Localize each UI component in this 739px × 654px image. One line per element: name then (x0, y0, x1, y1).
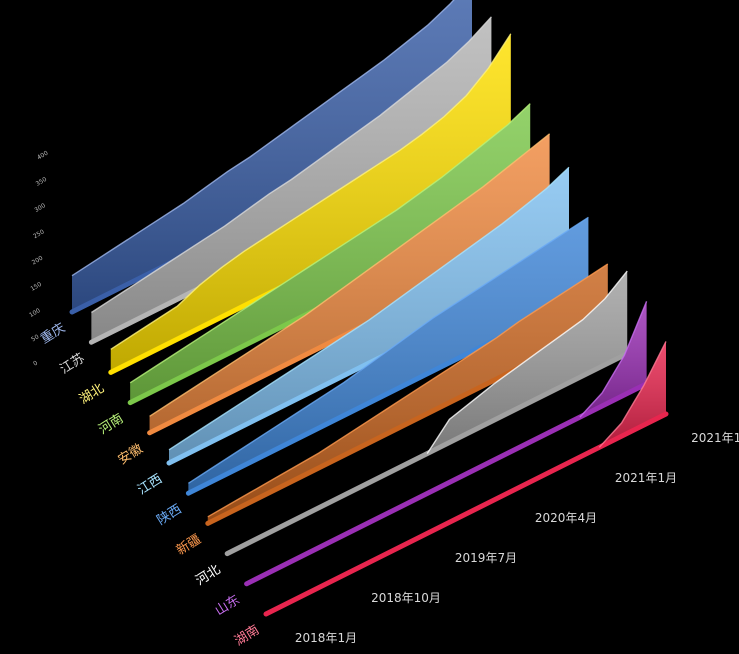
category-label: 湖南 (232, 622, 263, 649)
ribbon-top-edge (71, 0, 455, 277)
ribbon-shade (110, 33, 511, 373)
time-tick-label: 2018年1月 (295, 631, 357, 645)
category-label: 新疆 (173, 531, 204, 558)
ribbon-shade (149, 133, 550, 433)
ribbon-top-edge (579, 301, 648, 418)
time-axis: 2018年1月 2018年10月 2019年7月 2020年4月 2021年1月 2021… (295, 431, 739, 645)
time-tick-label: 2019年7月 (455, 551, 517, 565)
value-tick-label: 0 (32, 360, 39, 368)
value-tick-label: 200 (31, 255, 45, 267)
ribbon-top-edge (168, 166, 570, 451)
category-label: 河北 (193, 562, 223, 589)
ribbon-series-group (69, 0, 669, 617)
time-tick-label: 2021年10月 (691, 431, 739, 445)
category-label: 山东 (213, 592, 243, 619)
ribbon-shade (169, 167, 569, 464)
time-tick-label: 2018年10月 (371, 591, 441, 605)
time-tick-label: 2021年1月 (615, 471, 677, 485)
ribbon-baseline (263, 411, 669, 617)
category-label: 重庆 (38, 320, 69, 347)
category-label: 安徽 (116, 441, 146, 468)
category-label: 江西 (135, 472, 165, 499)
category-label: 湖北 (77, 381, 107, 408)
ribbon-top-edge (91, 16, 492, 314)
time-tick-label: 2020年4月 (535, 511, 597, 525)
ribbon-top-edge (207, 263, 609, 518)
ribbon-shade (579, 301, 647, 418)
ribbon-shade (72, 0, 472, 312)
series-ribbon-11 (263, 341, 669, 617)
value-tick-label: 250 (32, 228, 46, 240)
category-label: 河南 (96, 410, 127, 437)
ribbon-top-edge (598, 341, 667, 448)
series-ribbon-10 (244, 301, 650, 587)
value-tick-label: 100 (28, 307, 42, 319)
value-tick-label: 150 (29, 281, 43, 293)
ribbon-shade (427, 271, 628, 454)
ribbon-baseline (244, 381, 650, 587)
value-tick-label: 350 (35, 176, 49, 188)
category-label: 江苏 (57, 350, 88, 377)
value-tick-label: 400 (36, 150, 50, 162)
ribbon-top-edge (110, 33, 512, 350)
ribbon-top-edge (426, 270, 628, 454)
ribbon-top-edge (149, 133, 551, 417)
ribbon-shade (188, 217, 589, 494)
category-label: 陕西 (155, 502, 185, 529)
value-tick-label: 300 (33, 202, 47, 214)
ribbon-top-edge (129, 103, 531, 384)
value-axis: 0 50 100 150 200 250 300 350 400 (28, 150, 49, 368)
ribbon-top-edge (188, 216, 589, 484)
series-ribbon-9 (224, 270, 630, 557)
value-tick-label: 50 (30, 333, 40, 343)
